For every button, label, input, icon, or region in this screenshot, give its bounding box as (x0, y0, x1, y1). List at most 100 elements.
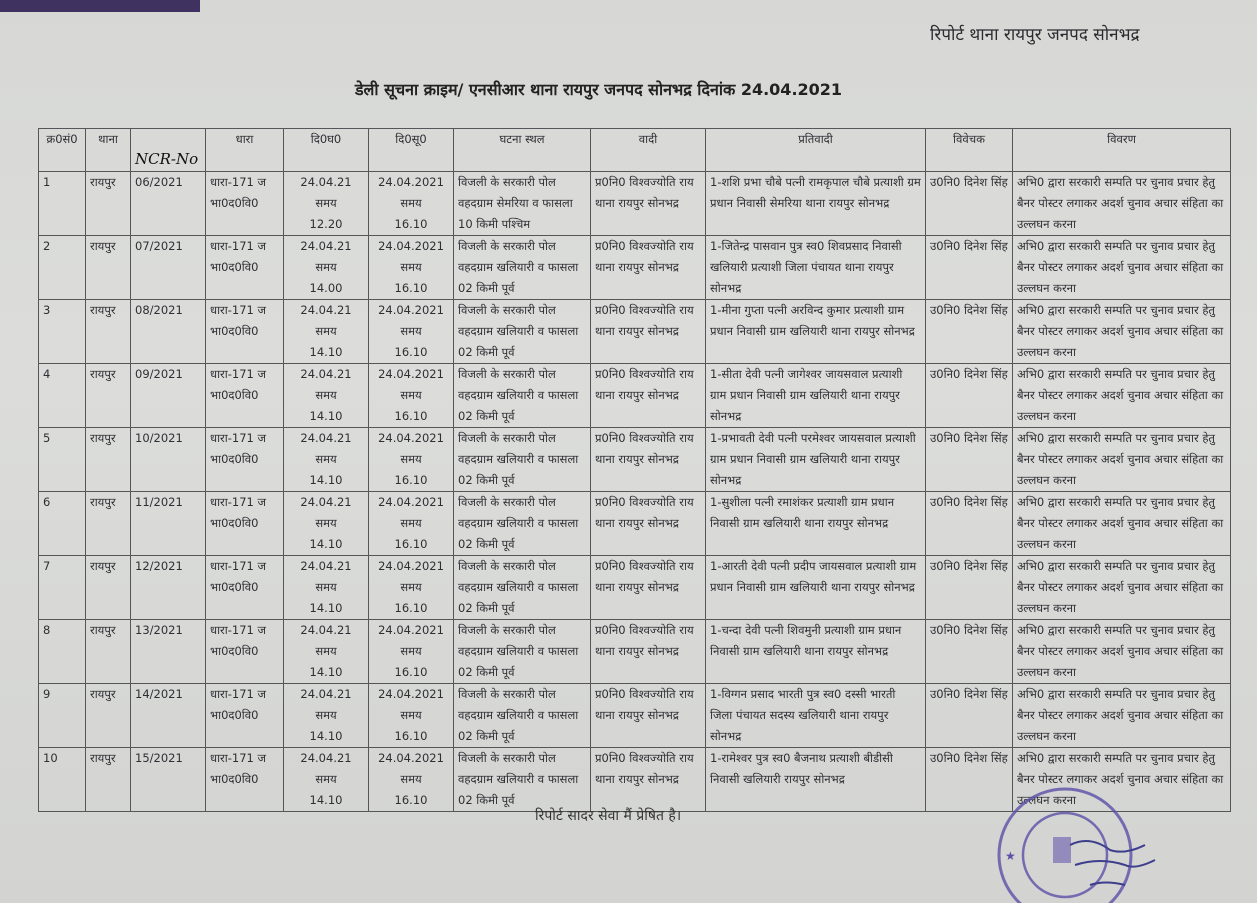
column-header: दि0सू0 (368, 128, 454, 172)
cell-ghatna: 24.04.21 समय 14.10 (283, 683, 369, 748)
cell-prativadi: 1-प्रभावती देवी पत्नी परमेश्वर जायसवाल प… (705, 427, 926, 492)
cell-thana: रायपुर (85, 491, 131, 556)
cell-prativadi: 1-मीना गुप्ता पत्नी अरविन्द कुमार प्रत्य… (705, 299, 926, 364)
column-header: क्र0सं0 (38, 128, 86, 172)
cell-line: 14.10 (309, 601, 343, 615)
table-row: 10 रायपुर 15/2021 धारा-171 ज भा0द0वि0 24.04.… (38, 747, 1231, 812)
cell-line: 16.10 (394, 729, 428, 743)
table-row: 3 रायपुर 08/2021 धारा-171 ज भा0द0वि0 24.04.2… (38, 299, 1231, 364)
cell-line: 16.10 (394, 537, 428, 551)
column-header: धारा (205, 128, 284, 172)
cell-line: 14.10 (309, 345, 343, 359)
cell-vadi: प्र0नि0 विश्वज्योति राय थाना रायपुर सोनभ… (590, 171, 706, 236)
cell-sn: 1 (38, 171, 86, 236)
cell-line: 24.04.2021 (378, 303, 444, 317)
cell-thana: रायपुर (85, 747, 131, 812)
cell-ghatna: 24.04.21 समय 14.10 (283, 299, 369, 364)
cell-line: समय (400, 516, 422, 530)
cell-line: 14.10 (309, 665, 343, 679)
cell-line: 14.10 (309, 537, 343, 551)
cell-ghatna: 24.04.21 समय 12.20 (283, 171, 369, 236)
cell-ghatna: 24.04.21 समय 14.10 (283, 427, 369, 492)
cell-sn: 6 (38, 491, 86, 556)
cell-line: 24.04.2021 (378, 495, 444, 509)
cell-line: 16.10 (394, 281, 428, 295)
table-row: 8 रायपुर 13/2021 धारा-171 ज भा0द0वि0 24.04.2… (38, 619, 1231, 684)
cell-line: 24.04.2021 (378, 687, 444, 701)
crime-report-table: क्र0सं0 थाना धारा दि0घ0 दि0सू0 घटना स्थल वादी प… (38, 128, 1231, 812)
cell-vadi: प्र0नि0 विश्वज्योति राय थाना रायपुर सोनभ… (590, 235, 706, 300)
cell-line: समय (400, 324, 422, 338)
cell-dhara: धारा-171 ज भा0द0वि0 (205, 299, 284, 364)
cell-suchna: 24.04.2021 समय 16.10 (368, 747, 454, 812)
cell-vivechak: उ0नि0 दिनेश सिंह (925, 427, 1013, 492)
cell-dhara: धारा-171 ज भा0द0वि0 (205, 555, 284, 620)
cell-prativadi: 1-विग्गन प्रसाद भारती पुत्र स्व0 दस्सी भ… (705, 683, 926, 748)
cell-thana: रायपुर (85, 363, 131, 428)
cell-vivechak: उ0नि0 दिनेश सिंह (925, 619, 1013, 684)
table-row: 4 रायपुर 09/2021 धारा-171 ज भा0द0वि0 24.04.2… (38, 363, 1231, 428)
cell-ncr: 08/2021 (130, 299, 206, 364)
cell-line: समय (400, 260, 422, 274)
cell-line: समय (315, 516, 337, 530)
cell-line: 14.10 (309, 473, 343, 487)
cell-line: 14.10 (309, 793, 343, 807)
footer-note: रिपोर्ट सादर सेवा मैं प्रेषित है। (535, 808, 682, 824)
cell-prativadi: 1-शशि प्रभा चौबे पत्नी रामकृपाल चौबे प्र… (705, 171, 926, 236)
cell-dhara: धारा-171 ज भा0द0वि0 (205, 363, 284, 428)
table-row: 6 रायपुर 11/2021 धारा-171 ज भा0द0वि0 24.04.2… (38, 491, 1231, 556)
cell-vivechak: उ0नि0 दिनेश सिंह (925, 235, 1013, 300)
cell-ghatna: 24.04.21 समय 14.00 (283, 235, 369, 300)
cell-line: समय (400, 772, 422, 786)
cell-sn: 9 (38, 683, 86, 748)
column-header: दि0घ0 (283, 128, 369, 172)
column-header: घटना स्थल (453, 128, 591, 172)
cell-sn: 7 (38, 555, 86, 620)
cell-dhara: धारा-171 ज भा0द0वि0 (205, 683, 284, 748)
cell-vivechak: उ0नि0 दिनेश सिंह (925, 683, 1013, 748)
cell-line: 16.10 (394, 409, 428, 423)
cell-line: 24.04.21 (300, 559, 352, 573)
cell-dhara: धारा-171 ज भा0द0वि0 (205, 427, 284, 492)
cell-sn: 2 (38, 235, 86, 300)
cell-vivechak: उ0नि0 दिनेश सिंह (925, 171, 1013, 236)
cell-sthal: विजली के सरकारी पोल वहदग्राम खलियारी व फ… (453, 491, 591, 556)
cell-ghatna: 24.04.21 समय 14.10 (283, 363, 369, 428)
cell-vivaran: अभि0 द्वारा सरकारी सम्पति पर चुनाव प्रचा… (1012, 555, 1231, 620)
cell-dhara: धारा-171 ज भा0द0वि0 (205, 747, 284, 812)
cell-sthal: विजली के सरकारी पोल वहदग्राम खलियारी व फ… (453, 619, 591, 684)
column-header: विवेचक (925, 128, 1013, 172)
cell-dhara: धारा-171 ज भा0द0वि0 (205, 619, 284, 684)
cell-line: 12.20 (309, 217, 343, 231)
cell-sthal: विजली के सरकारी पोल वहदग्राम खलियारी व फ… (453, 683, 591, 748)
page-title: डेली सूचना क्राइम/ एनसीआर थाना रायपुर जन… (355, 80, 843, 99)
cell-vivaran: अभि0 द्वारा सरकारी सम्पति पर चुनाव प्रचा… (1012, 491, 1231, 556)
cell-line: 14.10 (309, 409, 343, 423)
cell-line: समय (400, 388, 422, 402)
cell-line: समय (400, 580, 422, 594)
cell-line: 24.04.2021 (378, 367, 444, 381)
cell-suchna: 24.04.2021 समय 16.10 (368, 555, 454, 620)
cell-line: समय (400, 196, 422, 210)
cell-ncr: 12/2021 (130, 555, 206, 620)
table-row: 2 रायपुर 07/2021 धारा-171 ज भा0द0वि0 24.04.2… (38, 235, 1231, 300)
cell-ghatna: 24.04.21 समय 14.10 (283, 491, 369, 556)
cell-vivechak: उ0नि0 दिनेश सिंह (925, 299, 1013, 364)
photo-edge (0, 0, 200, 12)
cell-dhara: धारा-171 ज भा0द0वि0 (205, 491, 284, 556)
cell-ncr: 10/2021 (130, 427, 206, 492)
cell-vivechak: उ0नि0 दिनेश सिंह (925, 363, 1013, 428)
cell-vivechak: उ0नि0 दिनेश सिंह (925, 491, 1013, 556)
cell-line: समय (315, 452, 337, 466)
cell-sthal: विजली के सरकारी पोल वहदग्राम खलियारी व फ… (453, 427, 591, 492)
cell-sn: 5 (38, 427, 86, 492)
cell-ncr: 11/2021 (130, 491, 206, 556)
cell-sthal: विजली के सरकारी पोल वहदग्राम खलियारी व फ… (453, 555, 591, 620)
cell-thana: रायपुर (85, 683, 131, 748)
cell-thana: रायपुर (85, 619, 131, 684)
cell-suchna: 24.04.2021 समय 16.10 (368, 427, 454, 492)
svg-text:★: ★ (1005, 849, 1016, 863)
cell-sn: 8 (38, 619, 86, 684)
table-header: क्र0सं0 थाना धारा दि0घ0 दि0सू0 घटना स्थल वादी प… (38, 128, 1231, 172)
cell-ncr: 06/2021 (130, 171, 206, 236)
